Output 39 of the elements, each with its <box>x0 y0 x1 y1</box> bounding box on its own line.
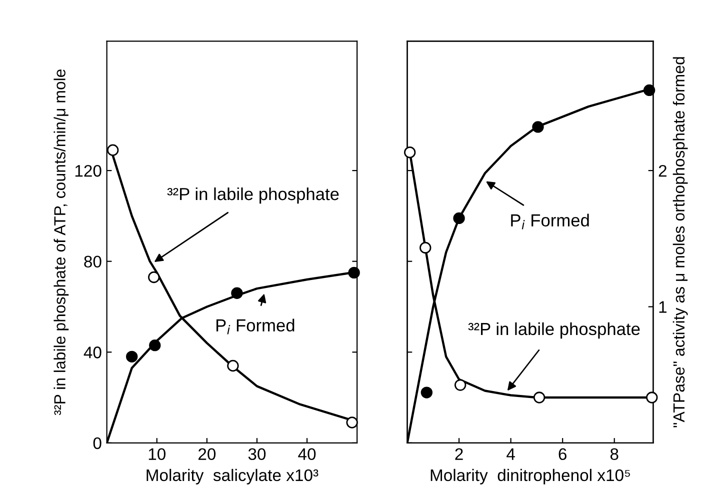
point <box>453 212 465 224</box>
x-tick-label: 6 <box>558 448 566 460</box>
y2-axis-title: "ATPase" activity as μ moles orthophosphate formed <box>672 57 688 428</box>
y2-tick-label: 1 <box>659 301 667 313</box>
point <box>420 386 433 398</box>
point <box>532 121 544 133</box>
point <box>454 379 466 391</box>
point <box>646 392 658 404</box>
point <box>231 287 243 299</box>
y-axis-title: ³²P in labile phosphate of ATP, counts/min/μ mole <box>54 69 69 416</box>
point <box>404 146 416 158</box>
point <box>149 339 161 352</box>
annotation: P$_{i}$ Formed <box>216 318 294 334</box>
x-tick-label: 30 <box>248 448 266 460</box>
point <box>643 84 656 96</box>
point <box>348 266 360 279</box>
y2-tick-label: 2 <box>658 164 666 177</box>
annotation: ³²P in labile phosphate <box>468 322 640 339</box>
point <box>227 360 239 372</box>
x-tick-label: 10 <box>148 448 166 460</box>
annotation: P$_{i}$ Formed <box>511 214 589 230</box>
x-tick-label: 8 <box>610 448 618 460</box>
point <box>106 144 119 156</box>
y-tick-label: 40 <box>84 346 102 358</box>
point <box>420 242 432 254</box>
x-tick-label: 4 <box>506 448 515 460</box>
x-axis-title: Molarity salicylate x10³ <box>146 468 318 484</box>
x-axis-title: Molarity dinitrophenol x10⁵ <box>430 468 630 484</box>
y-tick-label: 80 <box>84 256 102 268</box>
annotation: ³²P in labile phosphate <box>167 187 339 204</box>
x-tick-label: 2 <box>455 448 463 460</box>
point <box>346 416 358 428</box>
y-tick-label: 0 <box>93 437 102 450</box>
y-tick-label: 120 <box>75 164 102 177</box>
x-tick-label: 40 <box>298 448 316 460</box>
point <box>126 350 138 363</box>
point <box>533 392 546 404</box>
point <box>148 271 160 284</box>
x-tick-label: 20 <box>198 448 216 460</box>
